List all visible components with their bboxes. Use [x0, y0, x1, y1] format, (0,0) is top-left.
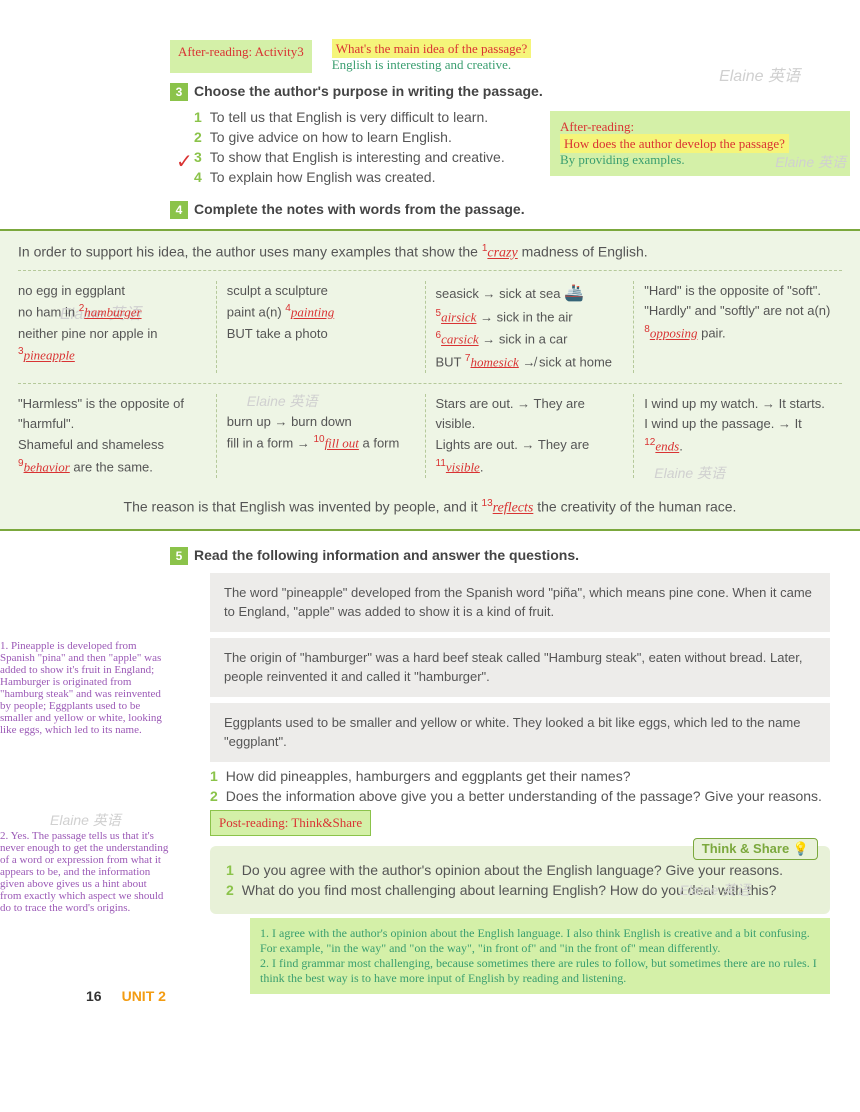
watermark: Elaine 英语: [247, 390, 318, 412]
section-3-head: 3Choose the author's purpose in writing …: [170, 83, 830, 101]
cell-2-1: "Harmless" is the opposite of "harmful".…: [18, 394, 216, 479]
cell-2-2: Elaine 英语 burn up → burn down fill in a …: [216, 394, 425, 479]
side-note-box: After-reading: How does the author devel…: [550, 111, 850, 176]
info-box-2: The origin of "hamburger" was a hard bee…: [210, 638, 830, 697]
info-box-3: Eggplants used to be smaller and yellow …: [210, 703, 830, 762]
note-activity3: After-reading: Activity3: [170, 40, 312, 73]
cell-1-2: sculpt a sculpture paint a(n) 4painting …: [216, 281, 425, 373]
page-footer: 16UNIT 2: [86, 988, 166, 1004]
badge-3: 3: [170, 83, 188, 101]
checkmark-icon: ✓: [176, 149, 193, 174]
side-note-q: How does the author develop the passage?: [560, 134, 789, 153]
badge-5: 5: [170, 547, 188, 565]
watermark: Elaine 英语: [654, 462, 725, 484]
intro-line: In order to support his idea, the author…: [18, 243, 842, 262]
side-note-head: After-reading:: [560, 119, 840, 135]
info-box-1: The word "pineapple" developed from the …: [210, 573, 830, 632]
bottom-answers: 1. I agree with the author's opinion abo…: [250, 918, 830, 994]
ts-q2: 2What do you find most challenging about…: [226, 882, 814, 898]
notes-box: In order to support his idea, the author…: [0, 229, 860, 531]
cell-2-3: Stars are out. → They are visible. Light…: [425, 394, 634, 479]
conclusion-line: The reason is that English was invented …: [18, 498, 842, 517]
ts-q1: 1Do you agree with the author's opinion …: [226, 862, 814, 878]
margin-answer-2: 2. Yes. The passage tells us that it's n…: [0, 830, 170, 914]
cell-1-1: no egg in eggplant no ham in 2hamburger …: [18, 281, 216, 373]
badge-4: 4: [170, 201, 188, 219]
section-4-head: 4Complete the notes with words from the …: [170, 201, 830, 219]
section-5-head: 5Read the following information and answ…: [170, 547, 830, 565]
cell-1-3: seasick → sick at sea 🚢 5airsick → sick …: [425, 281, 634, 373]
watermark: Elaine 英语: [50, 810, 121, 830]
think-share-box: Think & Share 💡 1Do you agree with the a…: [210, 846, 830, 914]
cell-1-4: "Hard" is the opposite of "soft". "Hardl…: [633, 281, 842, 373]
post-reading-label: Post-reading: Think&Share: [210, 810, 371, 836]
note-main-idea-a: English is interesting and creative.: [332, 57, 532, 73]
think-share-tab: Think & Share 💡: [693, 838, 818, 860]
question-1: 1How did pineapples, hamburgers and eggp…: [210, 768, 830, 784]
side-note-a: By providing examples.: [560, 152, 840, 168]
margin-answer-1: 1. Pineapple is developed from Spanish "…: [0, 640, 170, 736]
cell-2-4: I wind up my watch. → It starts. I wind …: [633, 394, 842, 479]
grid-row-1: no egg in eggplant no ham in 2hamburger …: [18, 270, 842, 383]
ship-icon: 🚢: [564, 285, 584, 302]
note-main-idea-q: What's the main idea of the passage?: [332, 39, 532, 58]
grid-row-2: "Harmless" is the opposite of "harmful".…: [18, 383, 842, 489]
question-2: 2Does the information above give you a b…: [210, 788, 830, 804]
